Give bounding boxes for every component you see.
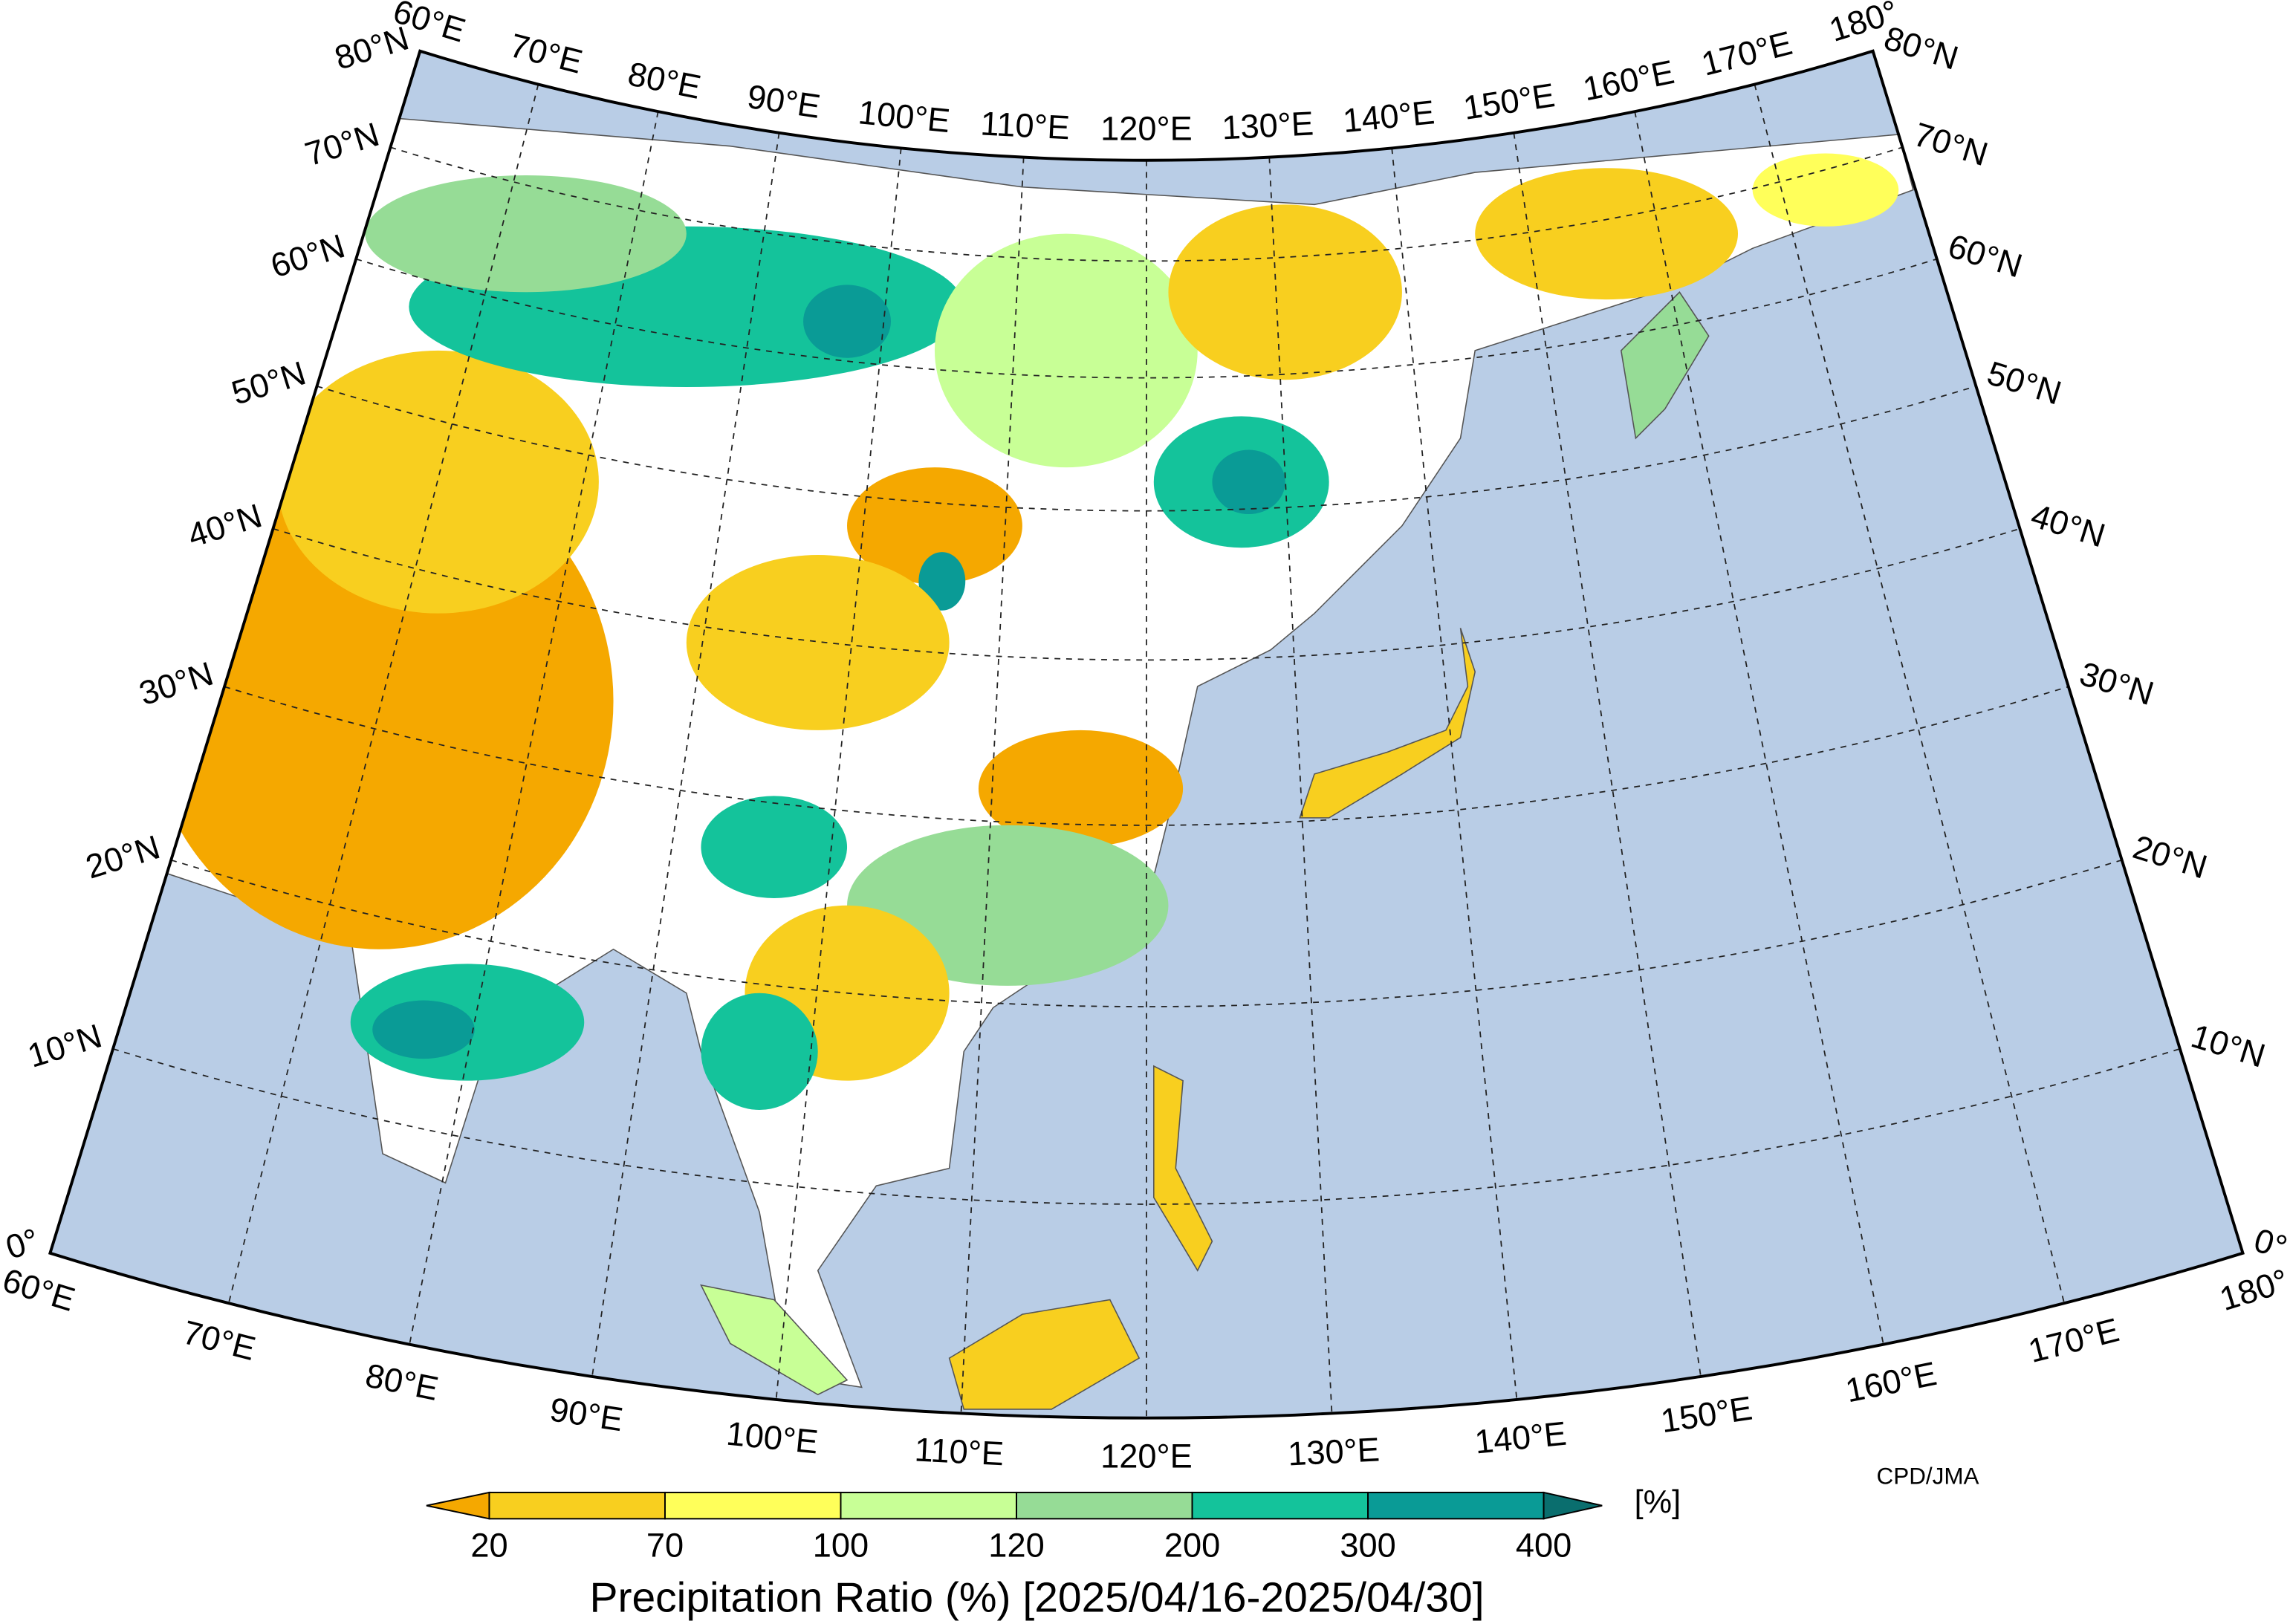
parallel — [355, 258, 1937, 379]
lat-label-left: 60°N — [266, 227, 349, 285]
lon-label-bottom: 140°E — [1473, 1414, 1568, 1461]
lon-label-bottom: 100°E — [724, 1414, 820, 1461]
colorbar-tick-label: 120 — [988, 1527, 1044, 1565]
colorbar-tick-label: 70 — [646, 1527, 684, 1565]
lat-label-right: 70°N — [1910, 115, 1993, 173]
lon-label-top: 80°E — [625, 54, 704, 105]
lon-label-bottom: 60°E — [0, 1261, 80, 1319]
lat-label-right: 10°N — [2187, 1016, 2270, 1074]
lat-label-left: 10°N — [23, 1016, 106, 1074]
credit: CPD/JMA — [1877, 1464, 1979, 1490]
lat-label-right: 20°N — [2129, 828, 2212, 886]
lon-label-top: 170°E — [1698, 24, 1796, 83]
colorbar-segment — [488, 1491, 666, 1520]
lat-label-right: 30°N — [2075, 655, 2158, 712]
lon-label-bottom: 90°E — [548, 1390, 626, 1438]
lon-label-top: 100°E — [857, 93, 952, 140]
lat-label-right: 60°N — [1944, 227, 2027, 285]
lat-label-left: 20°N — [81, 828, 164, 886]
lon-label-bottom: 150°E — [1658, 1388, 1755, 1440]
colorbar-unit: [%] — [1635, 1484, 1681, 1520]
lon-label-top: 110°E — [979, 104, 1071, 146]
parallel — [390, 146, 1903, 262]
lat-label-left: 0° — [1, 1221, 43, 1266]
lon-label-top: 150°E — [1461, 76, 1557, 127]
map-border — [48, 49, 2245, 1420]
lon-label-bottom: 70°E — [179, 1313, 259, 1368]
lon-label-top: 70°E — [506, 26, 586, 81]
lon-label-bottom: 180° — [2215, 1261, 2290, 1318]
lon-label-top: 160°E — [1580, 53, 1677, 108]
land — [50, 116, 1914, 1410]
lat-label-left: 70°N — [301, 115, 384, 173]
lon-label-bottom: 120°E — [1100, 1438, 1193, 1475]
lon-label-bottom: 170°E — [2025, 1310, 2123, 1370]
title: Precipitation Ratio (%) [2025/04/16-2025… — [589, 1573, 1484, 1621]
lat-label-right: 0° — [2250, 1221, 2290, 1266]
lat-label-left: 50°N — [227, 354, 311, 412]
parallel — [224, 686, 2069, 826]
lat-label-right: 40°N — [2027, 496, 2110, 554]
colorbar-extend-high — [1543, 1491, 1603, 1520]
colorbar-tick-label: 300 — [1340, 1527, 1395, 1565]
lon-label-top: 120°E — [1100, 109, 1193, 147]
lon-label-bottom: 130°E — [1287, 1430, 1381, 1472]
lat-label-left: 30°N — [134, 655, 218, 712]
lon-label-bottom: 110°E — [914, 1430, 1005, 1472]
lon-label-bottom: 160°E — [1842, 1354, 1939, 1409]
colorbar: 20 70 100 120 200 300 400 — [426, 1491, 1603, 1565]
colorbar-tick-label: 100 — [813, 1527, 869, 1565]
lon-label-bottom: 80°E — [363, 1356, 442, 1407]
colorbar-segment — [664, 1491, 842, 1520]
parallel — [273, 527, 2020, 661]
colorbar-segment — [1191, 1491, 1369, 1520]
lon-label-top: 140°E — [1341, 93, 1436, 140]
graticule — [112, 84, 2181, 1418]
lon-label-top: 130°E — [1221, 104, 1314, 146]
colorbar-tick-label: 20 — [470, 1527, 507, 1565]
colorbar-segment — [1367, 1491, 1545, 1520]
colorbar-tick-label: 200 — [1164, 1527, 1220, 1565]
colorbar-extend-low — [426, 1491, 490, 1520]
lat-label-right: 50°N — [1983, 354, 2066, 412]
colorbar-tick-label: 400 — [1516, 1527, 1571, 1565]
colorbar-segment — [840, 1491, 1018, 1520]
lon-label-top: 90°E — [745, 77, 823, 126]
colorbar-segment — [1016, 1491, 1193, 1520]
lat-label-left: 40°N — [184, 496, 267, 554]
